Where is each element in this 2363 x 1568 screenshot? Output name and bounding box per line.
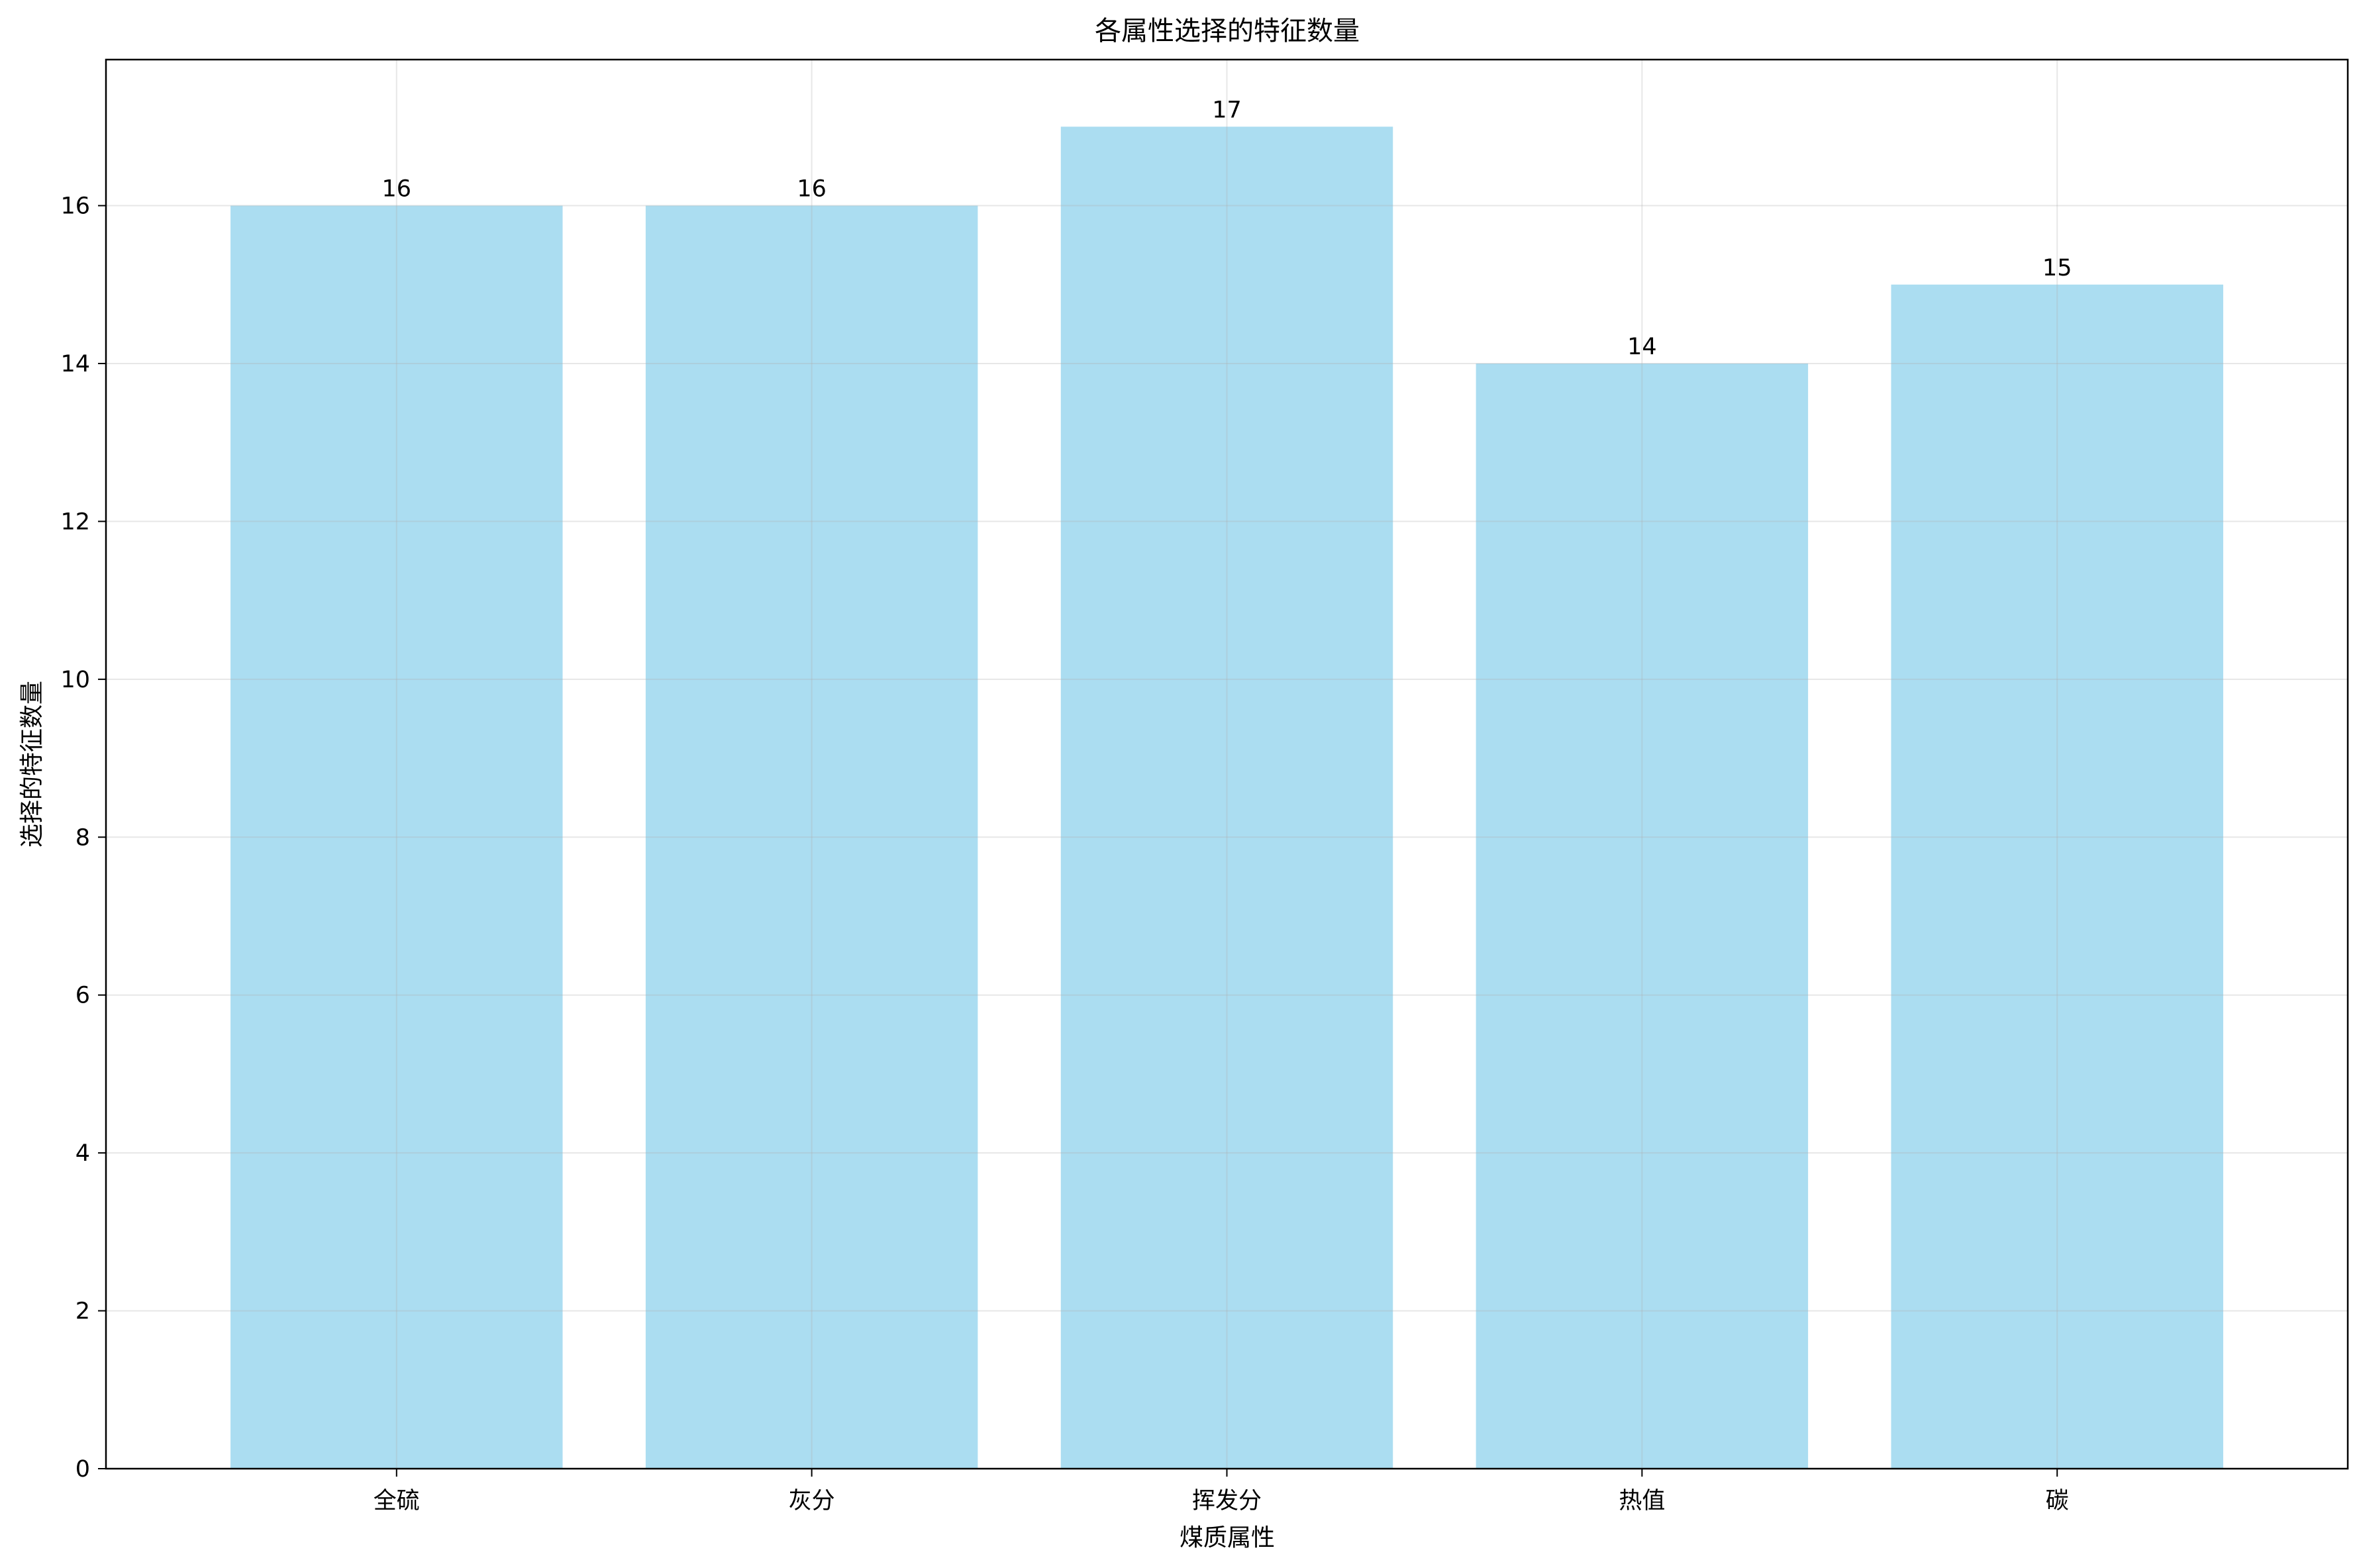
y-tick-label-4: 8 [75, 824, 90, 851]
data-label-layer: 16 16 17 14 15 [382, 97, 2072, 360]
x-tick-label-1: 灰分 [789, 1488, 835, 1514]
y-tick-label-5: 10 [60, 667, 90, 693]
bar-3 [1476, 363, 1809, 1469]
x-tick-label-3: 热值 [1619, 1488, 1665, 1514]
bar-2 [1060, 126, 1393, 1469]
data-label-0: 16 [382, 176, 412, 203]
y-tick-label-1: 2 [75, 1298, 90, 1325]
x-tick-label-0: 全硫 [374, 1488, 420, 1514]
y-tick-label-3: 6 [75, 983, 90, 1009]
x-axis-ticks: 全硫 灰分 挥发分 热值 碳 [374, 1469, 2069, 1514]
x-tick-label-4: 碳 [2046, 1488, 2069, 1514]
y-tick-label-6: 12 [60, 509, 90, 535]
x-tick-label-2: 挥发分 [1192, 1488, 1262, 1514]
bar-layer [230, 126, 2223, 1469]
y-tick-label-8: 16 [60, 193, 90, 220]
y-tick-label-2: 4 [75, 1140, 90, 1167]
data-label-2: 17 [1212, 97, 1242, 123]
data-label-1: 16 [797, 176, 827, 203]
y-axis-label: 选择的特征数量 [19, 681, 46, 848]
bar-0 [230, 205, 563, 1469]
x-axis-label: 煤质属性 [1180, 1524, 1275, 1551]
bar-1 [645, 205, 978, 1469]
y-axis-ticks: 0 2 4 6 8 10 12 14 16 [60, 193, 106, 1483]
data-label-4: 15 [2042, 255, 2072, 281]
data-label-3: 14 [1627, 334, 1657, 360]
bar-4 [1891, 284, 2223, 1469]
chart-title: 各属性选择的特征数量 [1095, 16, 1360, 46]
y-tick-label-7: 14 [60, 351, 90, 377]
y-tick-label-0: 0 [75, 1456, 90, 1483]
